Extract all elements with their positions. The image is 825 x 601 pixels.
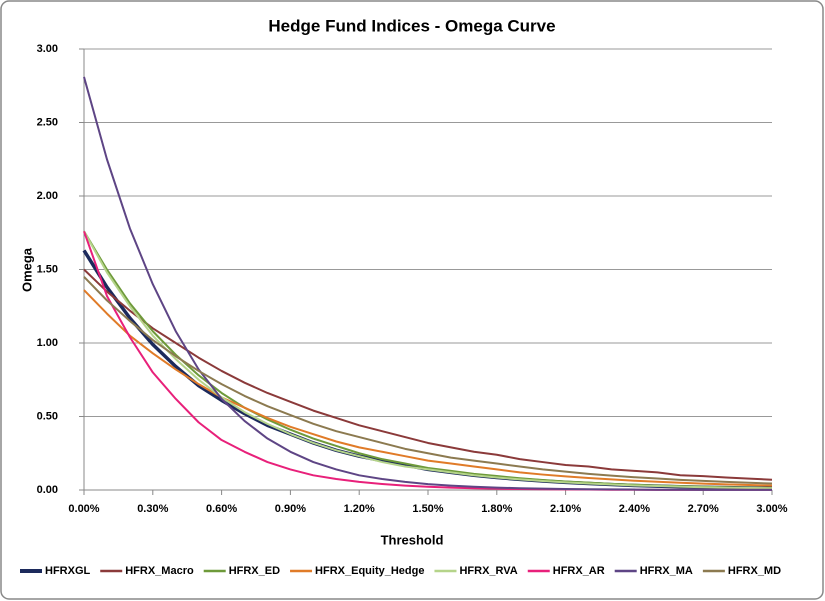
legend-label: HFRX_ED — [229, 565, 280, 577]
y-tick-label: 1.00 — [37, 337, 58, 349]
y-tick-label: 2.50 — [37, 116, 58, 128]
series-line — [83, 276, 773, 485]
x-tick-label: 2.10% — [550, 503, 581, 515]
x-tick-label: 1.80% — [481, 503, 512, 515]
y-tick-label: 1.50 — [37, 263, 58, 275]
series-line — [83, 289, 773, 487]
y-tick-label: 3.00 — [37, 43, 58, 55]
legend-label: HFRX_MA — [640, 565, 693, 577]
series-line — [83, 76, 772, 491]
x-tick-label: 1.50% — [412, 503, 443, 515]
x-tick-label: 2.40% — [619, 503, 650, 515]
x-tick-label: 3.00% — [756, 503, 787, 515]
y-tick-label: 0.00 — [37, 484, 58, 496]
y-tick-label: 0.50 — [37, 410, 58, 422]
legend-label: HFRXGL — [45, 565, 91, 577]
legend-label: HFRX_RVA — [459, 565, 517, 577]
y-tick-label: 2.00 — [37, 190, 58, 202]
legend-label: HFRX_Macro — [125, 565, 194, 577]
series-line — [83, 230, 773, 490]
legend-label: HFRX_Equity_Hedge — [315, 565, 424, 577]
x-tick-label: 1.20% — [344, 503, 375, 515]
x-tick-label: 0.90% — [275, 503, 306, 515]
x-tick-label: 0.30% — [137, 503, 168, 515]
series-line — [83, 268, 773, 481]
x-tick-label: 0.60% — [206, 503, 237, 515]
legend-label: HFRX_AR — [553, 565, 605, 577]
x-tick-label: 2.70% — [688, 503, 719, 515]
x-tick-label: 0.00% — [68, 503, 99, 515]
legend-label: HFRX_MD — [728, 565, 781, 577]
y-axis-title: Omega — [19, 247, 34, 292]
chart-title: Hedge Fund Indices - Omega Curve — [268, 16, 555, 35]
x-axis-title: Threshold — [381, 532, 444, 547]
